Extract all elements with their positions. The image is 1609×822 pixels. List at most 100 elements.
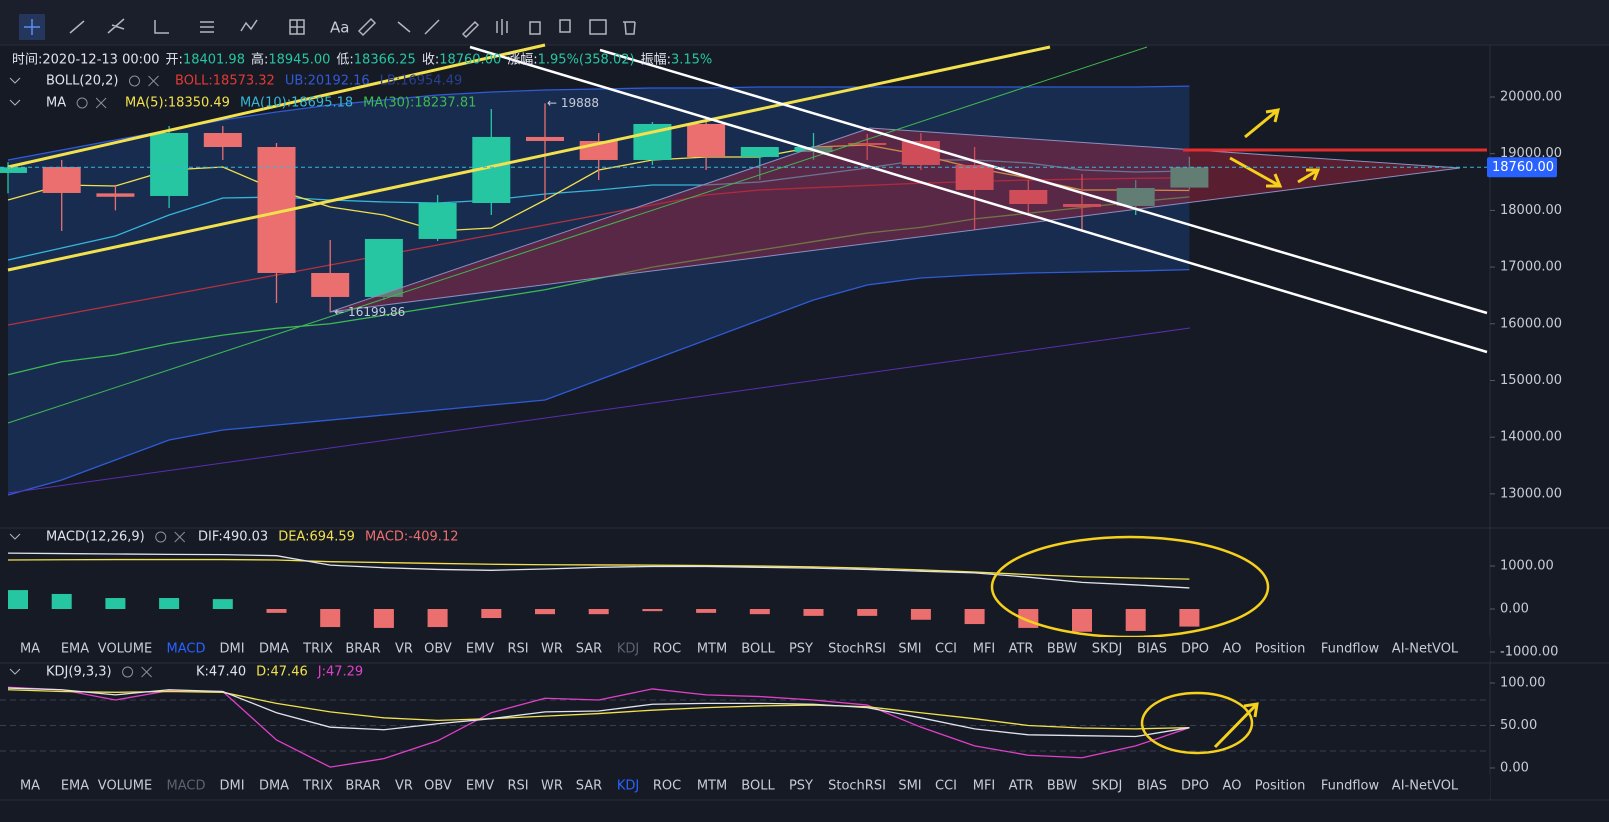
indicator-tab[interactable]: WR <box>541 779 563 794</box>
tool-icons[interactable] <box>69 17 636 39</box>
indicator-tab[interactable]: WR <box>541 642 563 657</box>
indicator-tab[interactable]: DPO <box>1181 642 1209 657</box>
indicator-tab[interactable]: SMI <box>898 779 921 794</box>
indicator-tab[interactable]: VOLUME <box>98 779 152 794</box>
indicator-tab[interactable]: ATR <box>1009 779 1034 794</box>
indicator-tab[interactable]: SAR <box>576 779 602 794</box>
indicator-tab[interactable]: DMI <box>219 642 244 657</box>
indicator-tab[interactable]: AO <box>1223 779 1242 794</box>
indicator-tab[interactable]: MFI <box>973 642 996 657</box>
indicator-tab[interactable]: DMI <box>219 779 244 794</box>
indicator-tab[interactable]: Position <box>1255 642 1306 657</box>
indicator-tab[interactable]: StochRSI <box>828 642 886 657</box>
info-label: 振幅: <box>641 53 671 68</box>
settings-icon[interactable] <box>155 531 167 543</box>
indicator-tab[interactable]: TRIX <box>302 642 333 657</box>
indicator-tab[interactable]: AO <box>1223 642 1242 657</box>
indicator-tab[interactable]: BOLL <box>741 642 775 657</box>
indicator-tab[interactable]: OBV <box>424 642 452 657</box>
indicator-tab[interactable]: BOLL <box>741 779 775 794</box>
indicator-tab[interactable]: EMV <box>466 642 494 657</box>
indicator-tab[interactable]: AI-NetVOL <box>1392 642 1459 657</box>
indicator-tab[interactable]: PSY <box>789 642 813 657</box>
trend-line <box>599 48 1488 315</box>
indicator-tab[interactable]: SAR <box>576 642 602 657</box>
indicator-tab[interactable]: BIAS <box>1137 642 1167 657</box>
indicator-tab[interactable]: KDJ <box>617 642 639 657</box>
indicator-tab[interactable]: Fundflow <box>1321 779 1380 794</box>
indicator-tab[interactable]: EMA <box>61 779 89 794</box>
macd-bar <box>266 609 287 613</box>
indicator-tab[interactable]: RSI <box>507 642 528 657</box>
indicator-tab[interactable]: EMA <box>61 642 89 657</box>
indicator-tab[interactable]: RSI <box>507 779 528 794</box>
trend-line <box>7 46 1148 424</box>
indicator-tab[interactable]: AI-NetVOL <box>1392 779 1459 794</box>
indicator-tab[interactable]: SKDJ <box>1092 642 1123 657</box>
indicator-tab[interactable]: BRAR <box>345 779 380 794</box>
indicator-tab[interactable]: DMA <box>259 779 289 794</box>
macd-bar <box>105 598 126 609</box>
indicator-tab[interactable]: MFI <box>973 779 996 794</box>
info-value: 18945.00 <box>268 53 330 68</box>
indicator-tab[interactable]: BIAS <box>1137 779 1167 794</box>
indicator-tab[interactable]: BBW <box>1047 642 1077 657</box>
indicator-tab[interactable]: SMI <box>898 642 921 657</box>
settings-icon[interactable] <box>122 666 134 678</box>
crosshair-icon[interactable] <box>24 19 40 35</box>
indicator-tab[interactable]: TRIX <box>302 779 333 794</box>
indicator-tab[interactable]: BBW <box>1047 779 1077 794</box>
macd-bar <box>51 593 72 609</box>
close-icon <box>141 666 152 678</box>
indicator-tab[interactable]: PSY <box>789 779 813 794</box>
indicator-tab[interactable]: VR <box>395 642 413 657</box>
candle-body <box>1009 189 1048 204</box>
indicator-tab[interactable]: MACD <box>167 642 206 657</box>
collapse-chevron <box>9 99 21 106</box>
indicator-tab[interactable]: CCI <box>935 642 957 657</box>
settings-icon[interactable] <box>76 97 88 109</box>
indicator-line <box>7 159 1190 261</box>
indicator-tab[interactable]: VOLUME <box>98 642 152 657</box>
dea-line <box>7 558 1190 580</box>
settings-icon[interactable] <box>129 75 140 87</box>
legend-name: BOLL(20,2) <box>46 74 119 89</box>
indicator-tab[interactable]: EMV <box>466 779 494 794</box>
candle-body <box>1116 187 1155 206</box>
indicator-tab[interactable]: StochRSI <box>828 779 886 794</box>
trend-line <box>7 45 1051 272</box>
info-value: 18760.00 <box>439 53 501 68</box>
indicator-tab[interactable]: CCI <box>935 779 957 794</box>
triangle-pattern <box>329 127 1461 313</box>
indicator-tab[interactable]: OBV <box>424 779 452 794</box>
candle-body <box>955 164 994 190</box>
indicator-tab[interactable]: ROC <box>653 642 681 657</box>
indicator-tab[interactable]: Fundflow <box>1321 642 1380 657</box>
macd-bar <box>964 609 985 625</box>
indicator-tab[interactable]: DPO <box>1181 779 1209 794</box>
indicator-tab[interactable]: ATR <box>1009 642 1034 657</box>
indicator-tab[interactable]: KDJ <box>617 779 639 794</box>
indicator-tab[interactable]: MA <box>20 779 40 794</box>
macd-bar <box>1125 609 1146 631</box>
y-tick-label: 0.00 <box>1500 760 1529 775</box>
high-annotation: ← 19888 <box>547 96 599 110</box>
indicator-tab[interactable]: MA <box>20 642 40 657</box>
toolbar <box>0 0 1609 45</box>
indicator-tab[interactable]: BRAR <box>345 642 380 657</box>
indicator-tab[interactable]: ROC <box>653 779 681 794</box>
indicator-tab[interactable]: MTM <box>697 779 727 794</box>
close-icon <box>174 531 186 543</box>
text-tool[interactable]: Aa <box>330 19 349 37</box>
indicator-tab[interactable]: SKDJ <box>1092 779 1123 794</box>
indicator-tab[interactable]: DMA <box>259 642 289 657</box>
tab-bar <box>0 774 1490 798</box>
y-tick-label: 15000.00 <box>1500 373 1562 388</box>
indicator-tab[interactable]: VR <box>395 779 413 794</box>
indicator-tab[interactable]: MTM <box>697 642 727 657</box>
legend-name: KDJ(9,3,3) <box>46 665 112 680</box>
indicator-tab[interactable]: Position <box>1255 779 1306 794</box>
indicator-tab[interactable]: MACD <box>167 779 206 794</box>
y-tick-label: 0.00 <box>1500 602 1529 617</box>
